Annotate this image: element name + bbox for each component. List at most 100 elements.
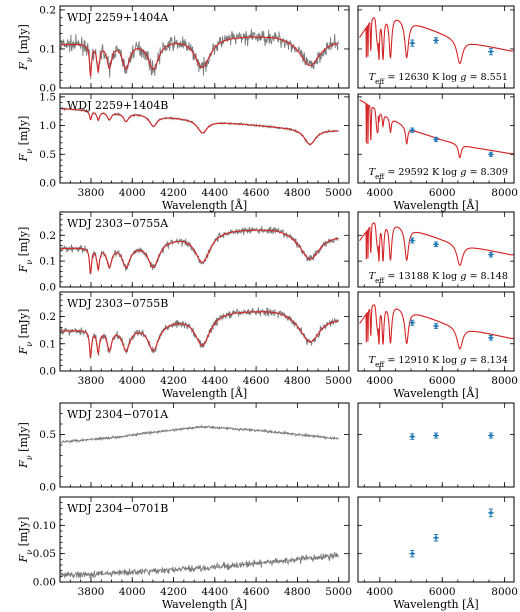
photometry-point <box>410 435 414 439</box>
x-axis-label: Wavelength [Å] <box>162 198 247 212</box>
sed-frame <box>357 93 515 184</box>
sed-x-axis-label: Wavelength [Å] <box>393 198 478 212</box>
x-tick-label: 4800 <box>284 187 311 199</box>
photometry-point <box>489 433 493 438</box>
spectrum-panel: 0.0 0.1 0.2 3800 4000 4200 4400 4600 4800 5000 Wav… <box>17 291 352 400</box>
photometry-point <box>434 38 438 42</box>
photometry-point <box>489 511 493 515</box>
sed-panel: 4000 6000 8000 Wavelength [Å] <box>357 496 518 611</box>
sed-x-tick-label: 6000 <box>429 586 456 598</box>
sed-x-tick-label: 6000 <box>429 187 456 199</box>
y-axis-label: Fν [mJy] <box>17 227 34 274</box>
sed-model-line <box>359 99 514 159</box>
x-tick-label: 4400 <box>201 187 228 199</box>
sed-panel: Teff = 12630 K log g = 8.551 <box>357 5 515 89</box>
x-tick-label: 3800 <box>78 375 105 387</box>
y-axis-label: Fν [mJy] <box>17 422 34 469</box>
spectrum-panel: 0.0 0.1 0.2 Fν [mJy] WDJ 2259+1404A <box>17 4 350 95</box>
panel-title: WDJ 2303−0755A <box>67 217 169 230</box>
sed-panel: Teff = 13188 K log g = 8.148 <box>357 211 515 288</box>
sed-x-axis-label: Wavelength [Å] <box>393 597 478 611</box>
sed-x-tick-label: 8000 <box>491 586 518 598</box>
x-tick-label: 4200 <box>160 586 187 598</box>
y-tick-label: 0.0 <box>39 366 56 378</box>
x-tick-label: 5000 <box>325 187 352 199</box>
x-tick-label: 4000 <box>119 375 146 387</box>
spectrum-panel: 0.00 0.05 0.10 3800 4000 4200 4400 4600 4800 5000… <box>17 496 352 611</box>
sed-frame <box>357 402 515 488</box>
x-tick-label: 4600 <box>243 375 270 387</box>
model-fit-line <box>61 36 339 76</box>
observed-spectrum-line <box>60 551 339 580</box>
y-tick-label: 0.0 <box>39 482 56 494</box>
y-tick-label: 0.1 <box>39 338 56 350</box>
panel-title: WDJ 2304−0701B <box>67 502 168 515</box>
sed-x-tick-label: 8000 <box>491 375 518 387</box>
x-tick-label: 4800 <box>284 586 311 598</box>
spectrum-panel: 0.0 0.5 Fν [mJy] WDJ 2304−0701A <box>17 402 350 494</box>
photometry-point <box>410 552 414 556</box>
photometry-point <box>434 324 438 328</box>
sed-x-tick-label: 4000 <box>366 586 393 598</box>
y-tick-label: 0.05 <box>33 548 56 560</box>
observed-spectrum-line <box>60 307 339 359</box>
sed-model-line <box>359 304 514 350</box>
panel-title: WDJ 2303−0755B <box>67 297 168 310</box>
photometry-point <box>410 321 414 325</box>
photometry-point <box>434 137 438 141</box>
sed-x-tick-label: 6000 <box>429 375 456 387</box>
sed-frame <box>357 291 515 372</box>
x-tick-label: 4600 <box>243 187 270 199</box>
sed-panel: 4000 6000 8000 Wavelength [Å] Teff = 29592 K… <box>357 93 518 212</box>
y-tick-label: 1.5 <box>39 91 56 103</box>
sed-x-axis-label: Wavelength [Å] <box>393 386 478 400</box>
y-tick-label: 0.1 <box>39 43 56 55</box>
x-tick-label: 4600 <box>243 586 270 598</box>
sed-frame <box>357 5 515 89</box>
sed-x-tick-label: 4000 <box>366 375 393 387</box>
sed-frame <box>357 211 515 288</box>
sed-model-line <box>359 17 514 64</box>
y-axis-label: Fν [mJy] <box>17 24 34 71</box>
fit-parameters: Teff = 13188 K log g = 8.148 <box>369 271 508 285</box>
sed-model-line <box>359 222 514 266</box>
x-tick-label: 4200 <box>160 187 187 199</box>
photometry-point <box>410 41 414 45</box>
photometry-point <box>410 128 414 132</box>
y-tick-label: 0.00 <box>33 577 56 589</box>
x-tick-label: 4400 <box>201 586 228 598</box>
observed-spectrum-line <box>60 226 339 276</box>
x-tick-label: 5000 <box>325 375 352 387</box>
spectrum-panel: 0.0 0.1 0.2 Fν [mJy] WDJ 2303−0755A <box>17 211 350 294</box>
x-tick-label: 4800 <box>284 375 311 387</box>
spectrum-panel: 0.0 0.5 1.0 1.5 3800 4000 4200 4400 4600 4800 5000… <box>17 91 352 212</box>
model-fit-line <box>60 229 339 274</box>
y-tick-label: 0.0 <box>39 282 56 294</box>
photometry-point <box>434 242 438 246</box>
photometry-point <box>434 433 438 438</box>
photometry-point <box>489 50 493 54</box>
x-axis-label: Wavelength [Å] <box>162 386 247 400</box>
sed-x-tick-label: 4000 <box>366 187 393 199</box>
y-tick-label: 0.0 <box>39 83 56 95</box>
y-tick-label: 0.10 <box>33 520 56 532</box>
sed-panel <box>357 402 515 488</box>
x-tick-label: 3800 <box>78 586 105 598</box>
photometry-point <box>489 152 493 156</box>
x-tick-label: 4200 <box>160 375 187 387</box>
y-tick-label: 1.0 <box>39 120 56 132</box>
x-tick-label: 4000 <box>119 586 146 598</box>
y-axis-label: Fν [mJy] <box>17 309 34 356</box>
sed-panel: 4000 6000 8000 Wavelength [Å] Teff = 12910 K… <box>357 291 518 400</box>
y-tick-label: 0.0 <box>39 178 56 190</box>
y-axis-label: Fν [mJy] <box>17 517 34 564</box>
fit-parameters: Teff = 12910 K log g = 8.134 <box>369 355 508 369</box>
y-axis-label: Fν [mJy] <box>17 116 34 163</box>
x-tick-label: 3800 <box>78 187 105 199</box>
panel-title: WDJ 2304−0701A <box>67 408 169 421</box>
model-fit-line <box>61 108 339 145</box>
observed-spectrum-line <box>60 424 339 444</box>
photometry-point <box>410 238 414 243</box>
y-tick-label: 0.5 <box>39 429 56 441</box>
sed-x-tick-label: 8000 <box>491 187 518 199</box>
